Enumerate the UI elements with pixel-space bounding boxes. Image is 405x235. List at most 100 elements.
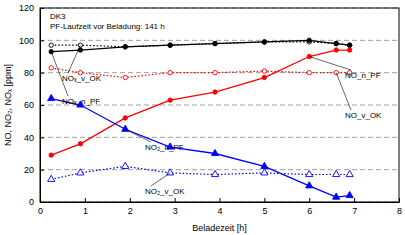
tick-label: 4 (217, 206, 222, 216)
marker (213, 41, 217, 45)
tick-label: 60 (24, 100, 34, 110)
marker (334, 41, 338, 45)
leader-line (51, 52, 68, 96)
marker (334, 41, 338, 45)
marker (123, 116, 127, 120)
marker (307, 38, 311, 42)
marker (123, 75, 127, 79)
marker (213, 90, 217, 94)
marker (123, 45, 127, 49)
tick-label: 0 (38, 206, 43, 216)
series-label: NOₓ_v_OK (62, 74, 102, 83)
tick-label: 80 (24, 68, 34, 78)
tick-mark (220, 198, 221, 202)
leader-line (336, 73, 351, 110)
marker (333, 170, 340, 176)
tick: 7 (352, 198, 357, 216)
marker (306, 182, 313, 188)
marker (262, 40, 266, 44)
tick-label: 120 (19, 3, 34, 13)
tick: 5 (262, 198, 267, 216)
series-label: NOₓ_n_PF (62, 97, 100, 106)
marker (211, 170, 218, 176)
tick: 2 (128, 198, 133, 216)
marker (122, 162, 129, 168)
tick-label: 40 (24, 133, 34, 143)
marker (334, 48, 338, 52)
marker (49, 43, 53, 47)
tick-mark (354, 198, 355, 202)
marker (347, 43, 351, 47)
marker (168, 70, 172, 74)
tick-label: 7 (352, 206, 357, 216)
series-label: NO₂_v_OK (145, 187, 185, 196)
tick-mark (40, 170, 44, 171)
grid-line (40, 137, 399, 138)
marker (261, 169, 268, 175)
marker (49, 66, 53, 70)
marker (346, 191, 353, 197)
tick-label: 0 (29, 197, 34, 207)
tick-label: 2 (128, 206, 133, 216)
marker (306, 170, 313, 176)
marker (262, 69, 266, 73)
grid-line (40, 40, 399, 41)
x-axis: 0 1 2 3 4 5 6 7 8 (38, 198, 402, 216)
marker (49, 153, 53, 157)
tick: 4 (217, 198, 222, 216)
tick: 40 (24, 133, 44, 143)
tick: 80 (24, 68, 44, 78)
marker (262, 40, 266, 44)
tick: 20 (24, 165, 44, 175)
marker (168, 43, 172, 47)
tick-label: 3 (173, 206, 178, 216)
marker (307, 70, 311, 74)
marker (261, 162, 268, 168)
tick-label: 100 (19, 36, 34, 46)
tick-mark (130, 198, 131, 202)
tick-mark (264, 198, 265, 202)
marker (211, 149, 218, 155)
tick-mark (85, 198, 86, 202)
tick-mark (175, 198, 176, 202)
marker (77, 169, 84, 175)
marker (334, 70, 338, 74)
tick-mark (40, 137, 44, 138)
tick: 6 (307, 198, 312, 216)
leader-line (68, 45, 80, 73)
chart: 012345678020406080100120NOₓ_v_OKNOₓ_n_PF… (0, 0, 405, 235)
y-axis-title: NO, NO₂, NOₓ [ppm] (3, 64, 13, 146)
leader-line (125, 129, 151, 142)
series-label: NO_v_OK (345, 111, 382, 120)
tick: 1 (83, 198, 88, 216)
marker (347, 43, 351, 47)
plot: 012345678020406080100120NOₓ_v_OKNOₓ_n_PF… (19, 3, 402, 216)
marker (48, 175, 55, 181)
series-line (51, 40, 349, 51)
series-labels: NOₓ_v_OKNOₓ_n_PFNO_n_PFNO_v_OKNO₂_n_PFNO… (51, 45, 382, 196)
series-label: NO_n_PF (345, 71, 381, 80)
tick: 3 (173, 198, 178, 216)
marker (262, 75, 266, 79)
leader-line (309, 57, 351, 71)
grid-line (40, 169, 399, 170)
annotation: DK3 (50, 12, 66, 21)
marker (168, 43, 172, 47)
marker (167, 169, 174, 175)
marker (346, 170, 353, 176)
x-axis-title: Beladezeit [h] (192, 223, 247, 233)
annotation: PF-Laufzeit vor Beladung: 141 h (50, 22, 165, 31)
tick-mark (40, 40, 44, 41)
marker (78, 142, 82, 146)
tick-label: 6 (307, 206, 312, 216)
tick-mark (40, 73, 44, 74)
grid (40, 8, 399, 202)
series-line (51, 50, 349, 155)
marker (347, 48, 351, 52)
marker (213, 70, 217, 74)
tick-mark (309, 198, 310, 202)
tick-label: 8 (397, 206, 402, 216)
tick: 60 (24, 100, 44, 110)
plot-frame (40, 8, 399, 202)
leader-line (151, 173, 170, 186)
